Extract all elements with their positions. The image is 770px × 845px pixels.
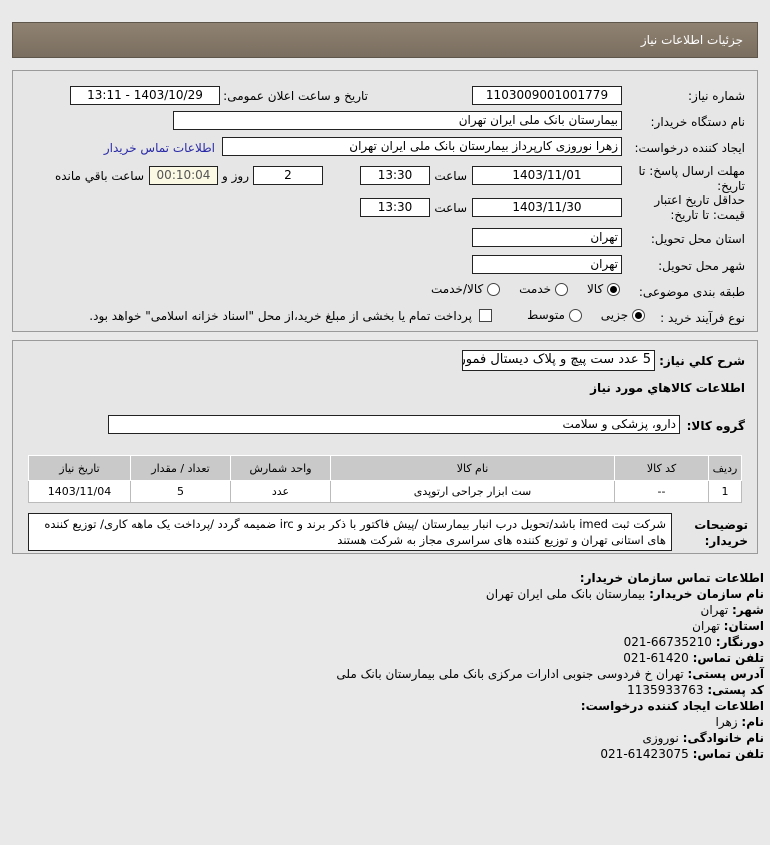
process-radio-minor[interactable] xyxy=(632,309,645,322)
col-unit: واحد شمارش xyxy=(230,455,331,481)
category-radio-both[interactable] xyxy=(487,283,501,296)
cell-row: 1 xyxy=(708,480,742,503)
contact-info: اطلاعات تماس سازمان خریدار: نام سازمان خ… xyxy=(336,570,764,762)
announce-label: تاریخ و ساعت اعلان عمومی: xyxy=(223,89,368,103)
cell-unit: عدد xyxy=(230,480,331,503)
treasury-payment-checkbox[interactable] xyxy=(479,309,492,322)
buyer-field: بیمارستان بانک ملی ایران تهران xyxy=(173,111,622,130)
group-field: دارو، پزشکی و سلامت xyxy=(108,415,680,434)
org-label: نام سازمان خریدار: xyxy=(649,587,764,601)
cell-qty: 5 xyxy=(130,480,231,503)
contact-city-label: شهر: xyxy=(732,603,764,617)
validity-time-field: 13:30 xyxy=(360,198,430,217)
province-field: تهران xyxy=(472,228,622,247)
days-field: 2 xyxy=(253,166,323,185)
creator-field: زهرا نوروزی کارپرداز بیمارستان بانک ملی … xyxy=(222,137,622,156)
deadline-time-field: 13:30 xyxy=(360,166,430,185)
validity-date-field: 1403/11/30 xyxy=(472,198,622,217)
family-label: نام خانوادگی: xyxy=(682,731,764,745)
contact-province-value: تهران xyxy=(692,619,720,633)
contact-city-value: تهران xyxy=(700,603,729,617)
cell-code: -- xyxy=(614,480,709,503)
fax-value: 66735210-021 xyxy=(623,635,712,649)
creator-phone-label: تلفن تماس: xyxy=(692,747,764,761)
group-label: گروه کالا: xyxy=(686,419,745,433)
items-title: اطلاعات كالاهاي مورد نياز xyxy=(590,381,745,395)
validity-time-label: ساعت xyxy=(434,201,467,215)
need-number-label: شماره نیاز: xyxy=(688,89,745,103)
buyer-contact-link[interactable]: اطلاعات تماس خریدار xyxy=(103,141,215,155)
category-radio-service[interactable] xyxy=(554,283,568,296)
category-radio-group: کالا خدمت کالا/خدمت xyxy=(431,282,620,296)
description-label: توضیحات خریدار: xyxy=(694,518,748,548)
contact-title: اطلاعات تماس سازمان خریدار: xyxy=(579,571,764,585)
category-label: طبقه بندی موضوعی: xyxy=(638,285,745,299)
deadline-time-label: ساعت xyxy=(434,169,467,183)
category-option-goods: کالا xyxy=(586,282,604,296)
phone-label: تلفن تماس: xyxy=(692,651,764,665)
summary-field: 5 عدد ست پیچ و پلاک دیستال فمور xyxy=(462,350,655,371)
postal-value: 1135933763 xyxy=(627,683,704,697)
remaining-label: ساعت باقي مانده xyxy=(54,169,144,183)
col-qty: تعداد / مقدار xyxy=(130,455,231,481)
category-option-service: خدمت xyxy=(519,282,552,296)
description-field: شرکت ثبت imed باشد/تحویل درب انبار بیمار… xyxy=(28,513,672,551)
announce-field: 1403/10/29 - 13:11 xyxy=(70,86,220,105)
org-value: بیمارستان بانک ملی ایران تهران xyxy=(485,587,646,601)
creator-label: ایجاد کننده درخواست: xyxy=(634,141,745,155)
remaining-time-field: 00:10:04 xyxy=(149,166,218,185)
deadline-date-field: 1403/11/01 xyxy=(472,166,622,185)
page-title: جزئیات اطلاعات نیاز xyxy=(640,33,743,47)
col-code: کد کالا xyxy=(614,455,709,481)
deadline-label: مهلت ارسال پاسخ: تا تاریخ: xyxy=(638,164,745,193)
table-header: ردیف کد کالا نام کالا واحد شمارش تعداد /… xyxy=(28,455,742,481)
summary-label: شرح كلي نياز: xyxy=(659,354,745,368)
address-label: آدرس پستی: xyxy=(687,667,764,681)
category-option-both: کالا/خدمت xyxy=(431,282,484,296)
buyer-label: نام دستگاه خریدار: xyxy=(650,115,746,129)
process-option-minor: جزیی xyxy=(600,308,629,322)
col-name: نام کالا xyxy=(330,455,615,481)
payment-note: پرداخت تمام یا بخشی از مبلغ خرید،از محل … xyxy=(89,309,472,323)
cell-date: 1403/11/04 xyxy=(28,480,131,503)
name-label: نام: xyxy=(741,715,764,729)
province-label: استان محل تحویل: xyxy=(650,232,745,246)
creator-info-title: اطلاعات ایجاد کننده درخواست: xyxy=(580,699,764,713)
validity-label: حداقل تاریخ اعتبار قیمت: تا تاریخ: xyxy=(654,193,745,222)
need-number-field: 1103009001001779 xyxy=(472,86,622,105)
phone-value: 61420-021 xyxy=(623,651,689,665)
cell-name: ست ابزار جراحی ارتوپدی xyxy=(330,480,615,503)
process-label: نوع فرآیند خرید : xyxy=(660,311,745,325)
col-date: تاریخ نیاز xyxy=(28,455,131,481)
table-row: 1 -- ست ابزار جراحی ارتوپدی عدد 5 1403/1… xyxy=(28,480,742,503)
items-table: ردیف کد کالا نام کالا واحد شمارش تعداد /… xyxy=(28,455,742,503)
process-radio-medium[interactable] xyxy=(568,309,582,322)
family-value: نوروزی xyxy=(642,731,679,745)
col-row: ردیف xyxy=(708,455,742,481)
days-label: روز و xyxy=(222,169,249,183)
page-header: جزئیات اطلاعات نیاز xyxy=(12,22,758,58)
creator-phone-value: 61423075-021 xyxy=(600,747,689,761)
address-value: تهران خ فردوسی جنوبی ادارات مرکزی بانک م… xyxy=(336,667,684,681)
category-radio-goods[interactable] xyxy=(607,283,620,296)
name-value: زهرا xyxy=(715,715,738,729)
contact-province-label: استان: xyxy=(723,619,764,633)
city-field: تهران xyxy=(472,255,622,274)
process-radio-group: جزیی متوسط xyxy=(527,308,645,322)
process-option-medium: متوسط xyxy=(527,308,565,322)
fax-label: دورنگار: xyxy=(715,635,764,649)
city-label: شهر محل تحویل: xyxy=(658,259,745,273)
postal-label: کد پستی: xyxy=(707,683,764,697)
